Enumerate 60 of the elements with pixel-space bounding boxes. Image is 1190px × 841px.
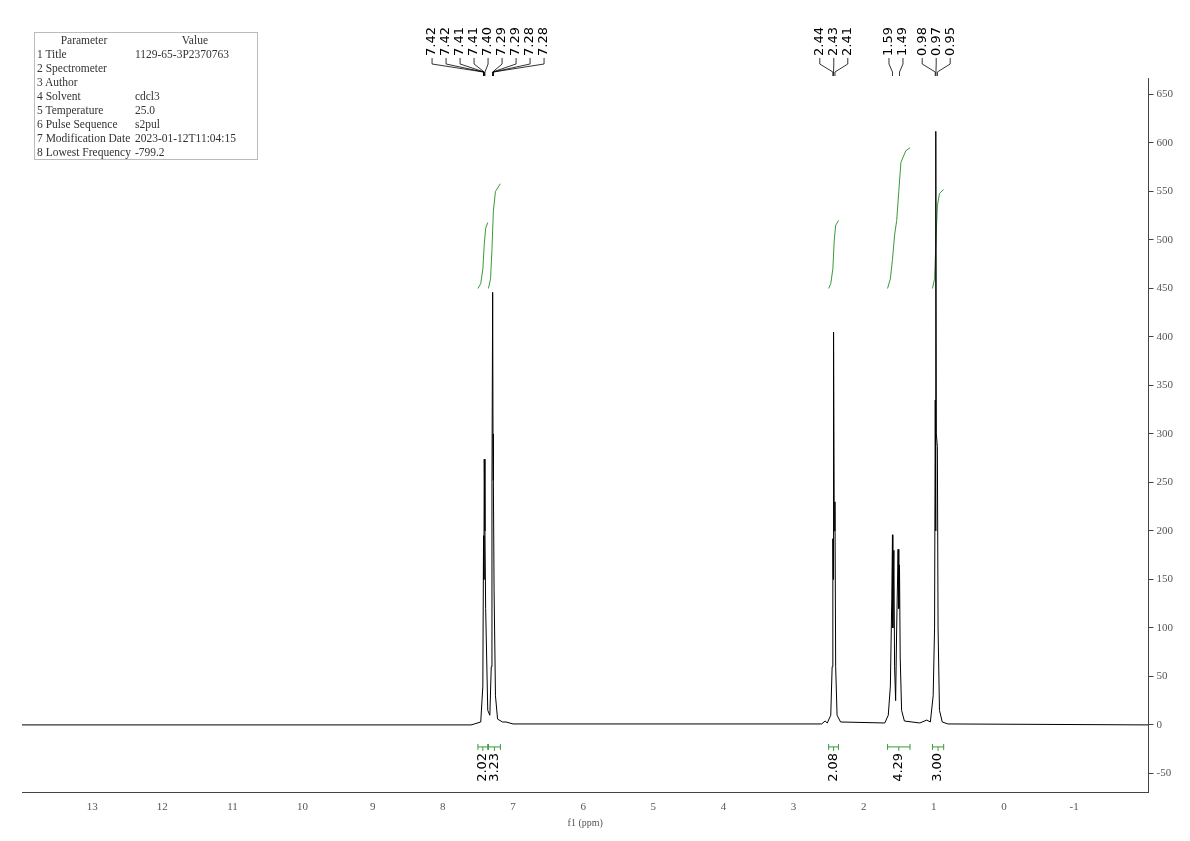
y-tick-label: 450 [1156, 281, 1174, 294]
y-tick-label: 650 [1156, 87, 1174, 100]
x-tick-label: 11 [227, 800, 238, 813]
text: 5 Temperature 25.0 [37, 104, 156, 116]
x-tick-label: 5 [650, 800, 657, 813]
x-tick-label: 4 [720, 800, 727, 813]
y-tick-label: 550 [1156, 184, 1174, 197]
annotation: 3.00 [929, 752, 945, 782]
annotation: 1.59 [880, 27, 896, 56]
y-tick-label: 300 [1156, 426, 1174, 439]
annotation: 2.44 [811, 27, 827, 56]
text: 2 Spectrometer [36, 61, 108, 75]
y-tick-label: -50 [1156, 766, 1172, 779]
annotation: 7.28 [535, 27, 551, 56]
annotation: 7.42 [423, 27, 439, 56]
text: 1 Title 1129-65-3P2370763 [37, 48, 230, 60]
x-tick-label: 8 [440, 800, 447, 813]
annotation: 7.29 [493, 27, 509, 56]
x-tick-label: 10 [297, 800, 309, 813]
y-tick-label: 200 [1156, 523, 1174, 536]
annotation: 2.41 [839, 27, 855, 56]
y-tick-label: 100 [1156, 620, 1174, 633]
annotation: 7.28 [521, 27, 537, 56]
x-tick-label: 0 [1001, 800, 1008, 813]
y-tick-label: 500 [1156, 232, 1174, 245]
annotation: 0.98 [913, 27, 929, 56]
x-tick-label: 13 [86, 800, 99, 813]
y-tick-label: 0 [1156, 717, 1163, 730]
annotation: 2.08 [824, 752, 840, 782]
annotation: 2.43 [825, 27, 841, 56]
text: 4 Solvent cdcl3 [37, 90, 160, 102]
annotation: 1.49 [894, 27, 910, 56]
x-tick-label: 12 [156, 800, 168, 813]
annotation: 0.97 [927, 27, 943, 56]
annotation: 7.41 [465, 27, 481, 56]
annotation: 7.29 [507, 27, 523, 56]
annotation: 7.41 [451, 27, 467, 56]
y-tick-label: 150 [1156, 572, 1174, 585]
y-tick-label: 250 [1156, 475, 1174, 488]
y-tick-label: 600 [1156, 135, 1174, 148]
text: 6 Pulse Sequence s2pul [37, 118, 160, 130]
annotation: 8 Lowest Frequency -799.2 [36, 145, 166, 160]
annotation: 7.42 [437, 27, 453, 56]
annotation: 7 Modification Date 2023-01-12T11:04:15 [36, 131, 238, 145]
y-tick-label: 400 [1156, 329, 1174, 342]
x-tick-label: 6 [580, 800, 587, 813]
y-tick-label: 350 [1156, 378, 1174, 391]
y-tick-label: 50 [1156, 669, 1168, 682]
annotation: 0.95 [941, 27, 957, 56]
x-tick-label: 7 [510, 800, 517, 813]
x-tick-label: 2 [860, 800, 867, 813]
x-tick-label: 1 [931, 800, 937, 813]
annotation: 4.29 [890, 752, 906, 782]
x-tick-label: -1 [1069, 800, 1079, 813]
x-axis-title: f1 (ppm) [567, 816, 603, 829]
x-tick-label: 9 [369, 800, 376, 813]
text: Parameter Value [60, 34, 208, 46]
annotation: 7.40 [479, 27, 495, 56]
annotation: 3 Author [36, 75, 79, 89]
x-tick-label: 3 [790, 800, 797, 813]
